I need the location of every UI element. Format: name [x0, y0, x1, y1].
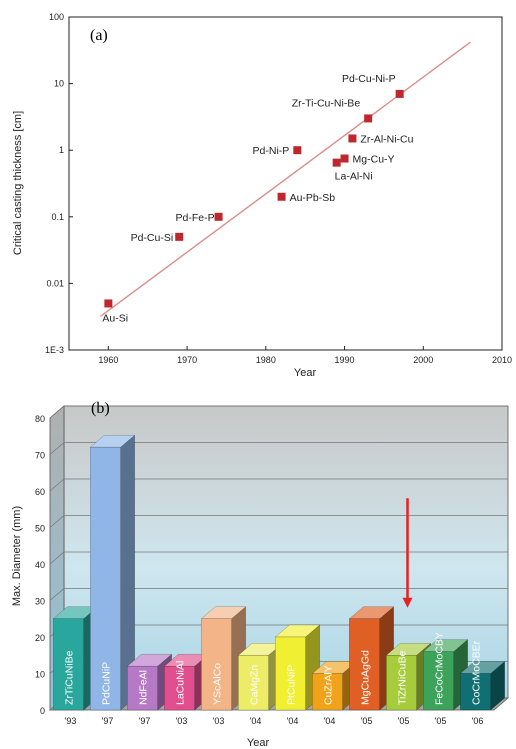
x-tick-label: '03: [176, 716, 188, 726]
point-label: Zr-Ti-Cu-Ni-Be: [292, 97, 361, 109]
data-point: [214, 212, 223, 221]
grid-line: [49, 478, 508, 492]
x-tick-label: 1970: [177, 355, 197, 365]
bar: [127, 665, 158, 711]
point-label: Pd-Fe-P: [175, 212, 214, 224]
x-tick-label: '04: [324, 716, 336, 726]
y-tick-label: 80: [35, 414, 45, 424]
data-point: [293, 146, 302, 155]
point-label: Pd-Cu-Ni-P: [342, 73, 396, 85]
grid-line: [49, 515, 508, 528]
bar: [386, 655, 417, 711]
data-point: [277, 192, 286, 201]
arrow-head: [402, 597, 413, 608]
x-tick-label: '04: [250, 716, 262, 726]
plot-frame: [68, 16, 503, 351]
x-tick-label: '05: [361, 716, 373, 726]
bar-alloy-label: CaMgZn: [249, 665, 261, 705]
y-axis-title: Max. Diameter (mm): [11, 506, 23, 606]
x-tick-label: 2010: [492, 355, 512, 365]
x-tick-label: '04: [287, 716, 299, 726]
panel-label: (b): [91, 400, 110, 417]
point-label: Pd-Ni-P: [253, 145, 290, 157]
bar-alloy-label: MgCuAgGd: [360, 650, 372, 705]
x-tick-label: 1980: [256, 355, 276, 365]
bar-alloy-label: CuZrAlY: [323, 665, 335, 705]
bar-side: [490, 660, 505, 711]
y-tick-label: 70: [35, 451, 45, 461]
bar: [164, 665, 195, 711]
panel-label: (a): [90, 27, 108, 44]
x-axis-title: Year: [294, 367, 317, 378]
bar: [90, 446, 121, 711]
bar-alloy-label: PdCuNiP: [101, 662, 113, 705]
x-tick-label: '97: [139, 716, 151, 726]
data-point: [175, 232, 184, 241]
bar-alloy-label: FeCoCrMoCBY: [434, 632, 446, 705]
y-tick-label: 30: [35, 597, 45, 607]
y-axis-title: Critical casting thickness [cm]: [12, 111, 24, 255]
x-tick-label: '93: [65, 716, 77, 726]
bar: [460, 673, 491, 711]
trend-line: [100, 41, 471, 317]
bar: [238, 655, 269, 711]
chart-a: (a) 1960 1970 1980 1990 2000 2010 1E-3 0.01 0.1…: [12, 12, 512, 378]
point-label: Au-Si: [102, 312, 128, 324]
bar-alloy-label: CoCrMoCBEr: [471, 640, 483, 705]
y-tick-label: 40: [35, 560, 45, 570]
y-tick-label: 0: [40, 706, 45, 716]
x-tick-label: 2000: [413, 355, 433, 365]
data-point: [340, 154, 349, 163]
data-point: [395, 89, 404, 98]
y-tick-label: 0.01: [46, 278, 64, 288]
x-tick-label: '05: [398, 716, 410, 726]
bar-alloy-label: NdFeAl: [138, 670, 150, 705]
bar: [53, 618, 84, 711]
x-tick-label: '05: [435, 716, 447, 726]
grid-line: [49, 551, 508, 565]
y-tick-label: 1: [59, 145, 64, 155]
x-tick-label: '03: [213, 716, 225, 726]
bar-alloy-label: YScAlCo: [212, 663, 224, 705]
bar: [275, 636, 306, 711]
y-tick-label: 60: [35, 487, 45, 497]
grid-line: [49, 405, 508, 419]
y-tick-label: 0.1: [51, 212, 64, 222]
data-point: [364, 114, 373, 123]
y-tick-label: 10: [54, 79, 64, 89]
point-label: La-Al-Ni: [335, 171, 373, 183]
y-tick-label: 10: [35, 670, 45, 680]
bar-alloy-label: TiZrNiCuBe: [397, 650, 409, 705]
x-tick-label: 1990: [335, 355, 355, 365]
data-point: [104, 299, 113, 308]
grid-line: [49, 588, 508, 601]
bar-alloy-label: PtCuNiP: [286, 665, 298, 705]
x-tick-label: 1960: [98, 355, 118, 365]
chart-b: ZrTiCuNiBe PdCuNiP NdFeAl LaCuNiAl YScAlCo Ca…: [11, 400, 510, 749]
bar: [423, 651, 454, 711]
point-label: Mg-Cu-Y: [353, 154, 395, 166]
y-tick-label: 20: [35, 633, 45, 643]
point-label: Zr-Al-Ni-Cu: [360, 133, 413, 145]
bar-alloy-label: ZrTiCuNiBe: [64, 650, 76, 705]
bar: [349, 618, 380, 711]
x-axis-title: Year: [247, 737, 270, 749]
bar: [201, 618, 232, 711]
y-tick-label: 1E-3: [45, 345, 64, 355]
y-tick-label: 100: [49, 12, 64, 22]
data-point: [348, 134, 357, 143]
point-label: Au-Pb-Sb: [290, 192, 336, 204]
x-tick-label: '06: [472, 716, 484, 726]
point-label: Pd-Cu-Si: [131, 232, 174, 244]
x-tick-label: '97: [102, 716, 114, 726]
bar-alloy-label: LaCuNiAl: [175, 661, 187, 705]
bar: [312, 673, 343, 711]
data-point: [332, 158, 341, 167]
y-tick-label: 50: [35, 524, 45, 534]
grid-line: [49, 442, 508, 455]
